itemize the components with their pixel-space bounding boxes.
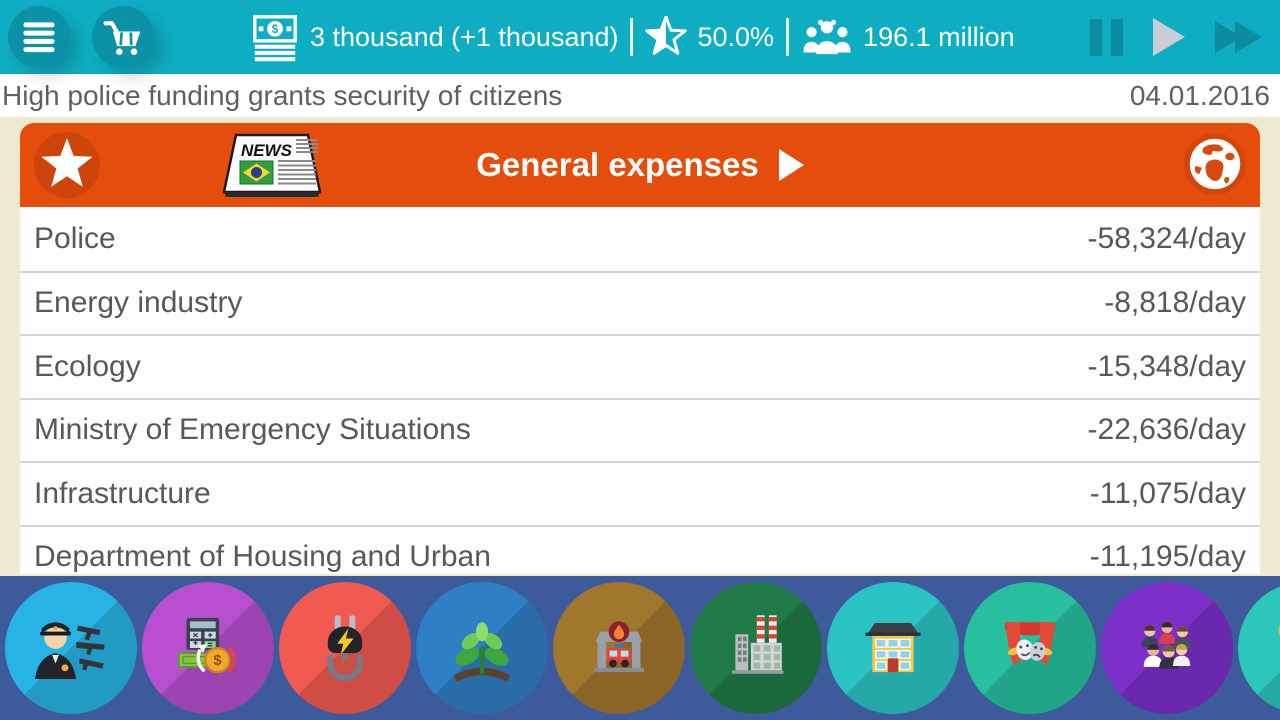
category-housing-button[interactable]	[827, 582, 959, 714]
expense-row-emergency-situations[interactable]: Ministry of Emergency Situations -22,636…	[20, 397, 1260, 461]
row-value: -11,195/day	[1089, 540, 1246, 574]
svg-text:$: $	[213, 653, 221, 669]
pause-icon	[1090, 18, 1123, 56]
rating-star-icon	[645, 16, 688, 55]
expense-rows: Police -58,324/day Energy industry -8,81…	[20, 207, 1260, 574]
population-value: 196.1 million	[863, 21, 1015, 52]
police-icon	[34, 622, 105, 679]
row-label: Ministry of Emergency Situations	[34, 413, 471, 447]
row-value: -15,348/day	[1087, 349, 1246, 383]
divider	[630, 18, 634, 56]
news-button[interactable]: NEWS	[216, 130, 328, 202]
status-bar: High police funding grants security of c…	[0, 74, 1280, 117]
row-label: Police	[34, 221, 116, 255]
money-icon: $	[253, 15, 297, 62]
money-value: 3 thousand (+1 thousand)	[310, 21, 619, 52]
play-icon	[1153, 18, 1185, 56]
category-culture-button[interactable]	[964, 582, 1096, 714]
category-police-button[interactable]	[5, 582, 137, 714]
status-message: High police funding grants security of c…	[2, 79, 563, 111]
row-value: -8,818/day	[1104, 286, 1246, 320]
category-energy-button[interactable]	[279, 582, 411, 714]
ecology-icon	[453, 622, 511, 682]
favorites-button[interactable]	[34, 132, 100, 198]
category-industry-button[interactable]	[690, 582, 822, 714]
star-icon	[41, 138, 93, 187]
svg-text:$: $	[272, 24, 279, 36]
time-controls	[1090, 18, 1262, 56]
expenses-panel: NEWS General expenses	[20, 123, 1260, 574]
row-value: -11,075/day	[1089, 476, 1246, 510]
rating-value: 50.0%	[697, 21, 775, 52]
theater-icon	[1005, 622, 1055, 666]
factory-icon	[731, 615, 784, 674]
globe-icon	[1189, 138, 1241, 190]
world-button[interactable]	[1184, 133, 1246, 195]
row-label: Infrastructure	[34, 476, 211, 510]
economy-icon: $	[177, 617, 236, 674]
menu-button[interactable]	[8, 6, 70, 68]
population-icon	[803, 19, 851, 55]
cart-icon	[103, 21, 141, 55]
panel-header: NEWS General expenses	[20, 123, 1260, 207]
row-label: Ecology	[34, 349, 141, 383]
expense-row-energy-industry[interactable]: Energy industry -8,818/day	[20, 270, 1260, 334]
population-indicator: 196.1 million	[801, 15, 1015, 59]
divider	[786, 18, 790, 56]
hud-stats: $ 3 thousand (+1 thousand)	[250, 12, 1015, 62]
society-icon	[1141, 621, 1192, 669]
category-fire-service-button[interactable]	[553, 582, 685, 714]
row-value: -58,324/day	[1087, 221, 1246, 255]
news-icon: NEWS	[222, 133, 322, 197]
hamburger-icon	[23, 22, 55, 53]
play-button[interactable]	[1153, 18, 1185, 56]
row-value: -22,636/day	[1087, 413, 1246, 447]
panel-title: General expenses	[476, 146, 759, 183]
row-label: Department of Housing and Urban	[34, 540, 491, 574]
pause-button[interactable]	[1090, 18, 1123, 56]
category-society-button[interactable]	[1101, 582, 1233, 714]
trophy-icon	[1278, 624, 1280, 636]
fast-forward-button[interactable]	[1215, 21, 1262, 53]
energy-icon	[327, 615, 363, 682]
row-label: Energy industry	[34, 286, 243, 320]
expense-row-police[interactable]: Police -58,324/day	[20, 207, 1260, 271]
next-category-icon	[778, 149, 804, 181]
expense-row-ecology[interactable]: Ecology -15,348/day	[20, 334, 1260, 398]
svg-text:NEWS: NEWS	[241, 141, 293, 160]
category-achievements-button[interactable]	[1238, 582, 1280, 714]
rating-indicator: 50.0%	[645, 16, 774, 58]
top-bar: $ 3 thousand (+1 thousand)	[0, 0, 1280, 74]
money-indicator: $ 3 thousand (+1 thousand)	[250, 12, 618, 62]
category-title-button[interactable]: General expenses	[20, 123, 1260, 207]
house-icon	[865, 623, 921, 673]
category-bar: $	[0, 576, 1280, 720]
expense-row-housing-and-urban[interactable]: Department of Housing and Urban -11,195/…	[20, 524, 1260, 574]
fire-station-icon	[594, 621, 644, 673]
shop-button[interactable]	[92, 6, 154, 68]
category-economy-button[interactable]: $	[142, 582, 274, 714]
game-date: 04.01.2016	[1129, 79, 1270, 111]
expense-row-infrastructure[interactable]: Infrastructure -11,075/day	[20, 461, 1260, 525]
category-ecology-button[interactable]	[416, 582, 548, 714]
